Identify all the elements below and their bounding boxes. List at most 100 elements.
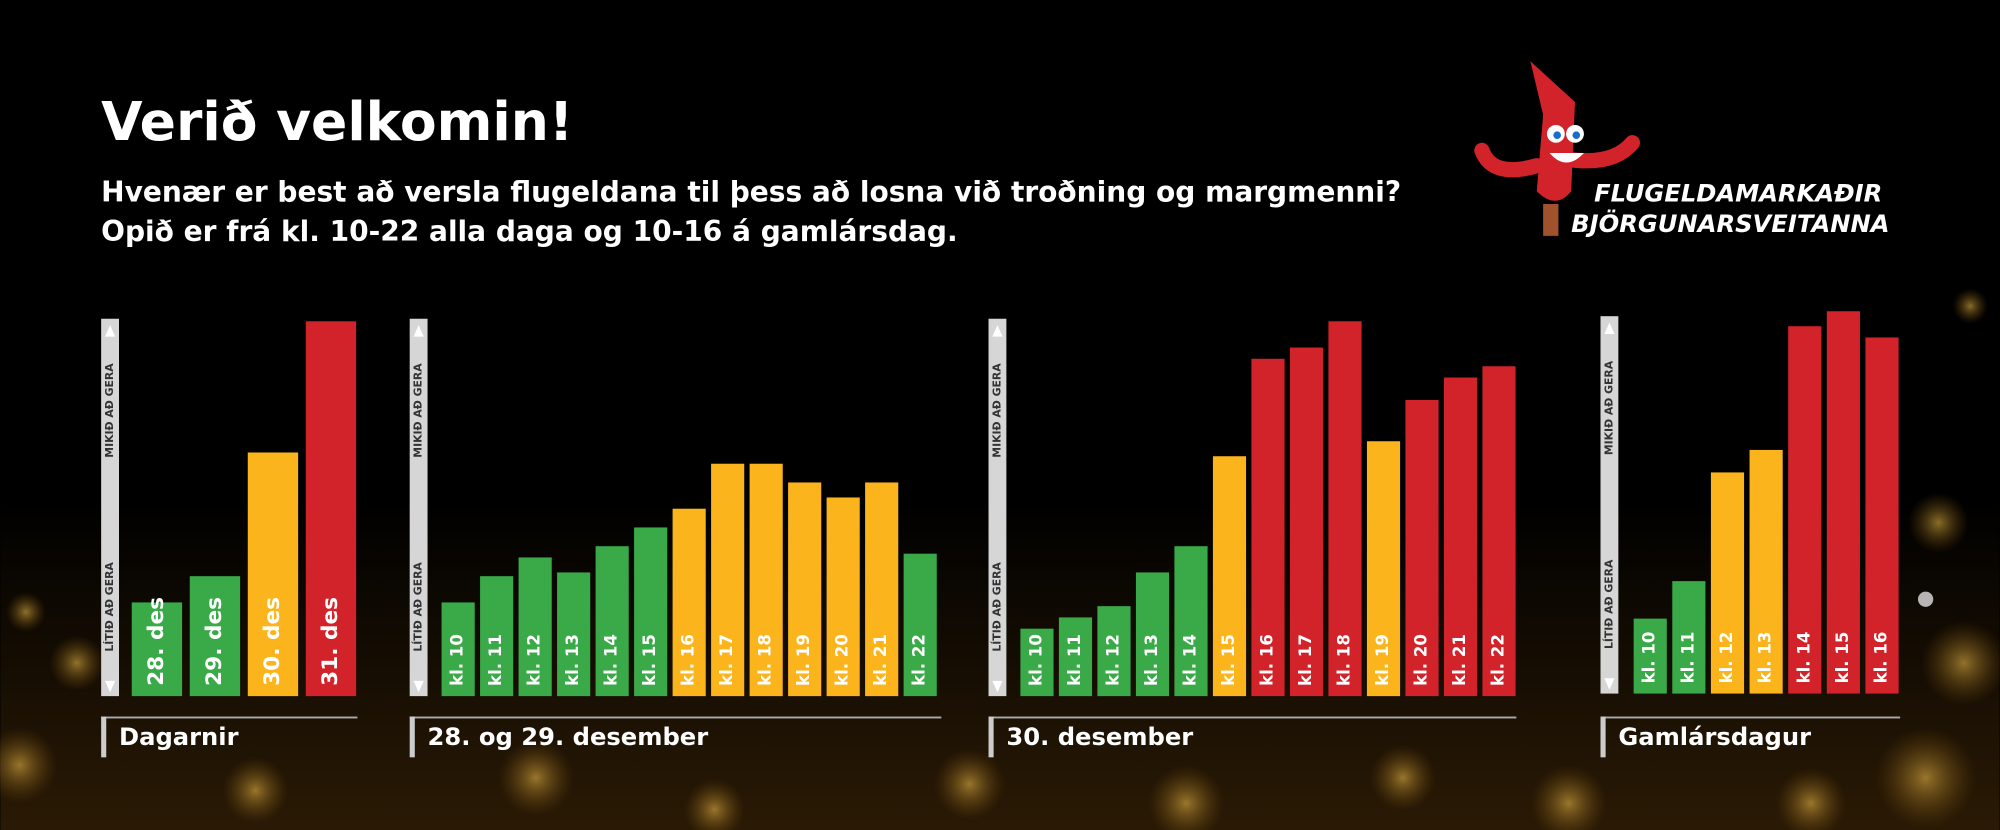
axis-bar [409,318,428,697]
bar [1826,311,1860,694]
title: Verið velkomin! [101,90,573,153]
axis-label-top: MIKIÐ AÐ GERA [103,363,116,458]
category-label: kl. 17 [717,634,736,686]
category-label: kl. 21 [1450,634,1469,686]
category-label: kl. 10 [1026,634,1045,686]
bar [189,576,241,697]
arrow-up [413,325,424,337]
bar [480,576,514,697]
arrow-down [104,680,116,693]
category-label: kl. 15 [1219,634,1238,686]
arrow-down [413,680,424,693]
category-label: kl. 13 [1142,634,1161,686]
axis-label-top: MIKIÐ AÐ GERA [1602,360,1615,455]
footer-line [988,716,1517,719]
axis-label-bottom: LÍTIÐ AÐ GERA [412,562,425,652]
bar [1289,347,1324,697]
axis-label-bottom: LÍTIÐ AÐ GERA [103,562,116,652]
logo-text: FLUGELDAMARKAÐIR [1594,179,1882,207]
category-label: kl. 17 [1296,634,1315,686]
chart-title: Dagarnir [119,723,239,751]
chart: MIKIÐ AÐ GERA LÍTIÐ AÐ GERA kl. 10 kl. 11 kl… [988,318,1517,758]
category-label: kl. 11 [1065,634,1084,686]
bar [1865,337,1899,694]
bar [634,527,668,697]
category-label: kl. 20 [833,634,852,686]
axis-bar [101,318,120,697]
subtitle: Hvenær er best að versla flugeldana til … [101,175,1401,208]
chart: MIKIÐ AÐ GERA LÍTIÐ AÐ GERA kl. 10 kl. 11 kl… [409,318,942,758]
arrow-up [992,325,1003,337]
axis-label-bottom: LÍTIÐ AÐ GERA [990,562,1003,652]
category-label: kl. 15 [640,634,659,686]
category-label: 30. des [260,597,285,686]
category-label: 29. des [202,597,227,686]
bar [1020,628,1054,697]
bar [518,557,552,697]
bar [1135,572,1170,697]
bar [1788,326,1822,694]
footer-line [101,716,358,719]
bar [1443,377,1478,697]
arrow-up [104,325,116,337]
bar [1482,366,1516,697]
bar [1058,617,1093,697]
bar [672,508,706,697]
bar [1174,546,1208,697]
category-label: kl. 16 [1872,632,1891,684]
footer-tab [1600,716,1606,758]
category-label: kl. 16 [679,634,698,686]
category-label: kl. 10 [448,634,467,686]
bar [865,482,899,697]
category-label: kl. 18 [756,634,775,686]
bokeh [0,288,2000,830]
category-label: kl. 22 [1489,634,1508,686]
bar [826,497,860,697]
category-label: kl. 14 [1794,632,1813,684]
category-label: kl. 12 [1103,634,1122,686]
bar [305,321,357,697]
bar [1710,472,1745,694]
footer-line [409,716,942,719]
chart-title: 30. desember [1006,723,1193,751]
chart-title: Gamlársdagur [1618,723,1811,751]
bar [131,602,183,697]
footer-line [1600,716,1901,719]
axis-label-top: MIKIÐ AÐ GERA [412,363,425,458]
arrow-down [992,680,1003,693]
axis-label-bottom: LÍTIÐ AÐ GERA [1602,559,1615,649]
axis-bar [1600,316,1619,694]
bar [749,463,783,697]
bar [1097,606,1131,697]
bar [1328,321,1362,697]
bar [903,553,937,697]
category-label: kl. 20 [1412,634,1431,686]
category-label: kl. 12 [525,634,544,686]
arrow-down [1604,678,1615,690]
bar [247,452,299,697]
category-label: kl. 10 [1640,632,1659,684]
subtitle: Opið er frá kl. 10-22 alla daga og 10-16… [101,215,958,248]
bar [1672,581,1706,694]
category-label: kl. 19 [1373,634,1392,686]
category-label: kl. 18 [1335,634,1354,686]
logo: FLUGELDAMARKAÐIR BJÖRGUNARSVEITANNA [1474,61,1890,238]
chart: MIKIÐ AÐ GERA LÍTIÐ AÐ GERA kl. 10 kl. 11 kl… [1600,311,1901,758]
category-label: kl. 12 [1717,632,1736,684]
chart: MIKIÐ AÐ GERA LÍTIÐ AÐ GERA 28. des 29. des… [101,318,358,758]
bar [1366,441,1401,697]
category-label: 28. des [144,597,169,686]
category-label: kl. 14 [1180,634,1199,686]
arrow-up [1604,322,1615,335]
axis-bar [988,318,1007,697]
logo-text: BJÖRGUNARSVEITANNA [1571,208,1889,238]
axis-label-top: MIKIÐ AÐ GERA [990,363,1003,458]
category-label: kl. 19 [794,634,813,686]
category-label: 31. des [318,597,343,686]
category-label: kl. 13 [1756,632,1775,684]
category-label: kl. 15 [1833,632,1852,684]
bar [1405,400,1439,697]
category-label: kl. 22 [910,634,929,686]
bar [595,546,629,697]
